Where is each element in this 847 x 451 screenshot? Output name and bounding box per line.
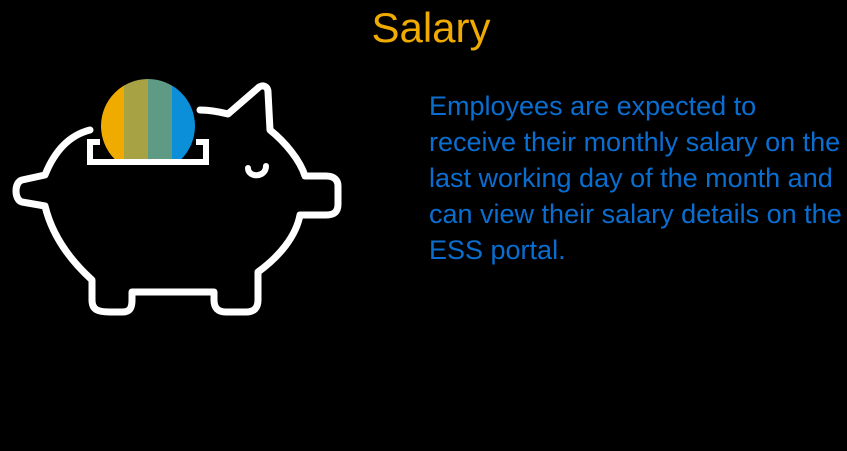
piggy-body-outline [12, 82, 342, 316]
eye-icon [245, 163, 269, 179]
salary-description: Employees are expected to receive their … [429, 91, 842, 265]
coin-slot [87, 139, 209, 165]
piggy-bank-icon [12, 79, 342, 316]
slide-title: Salary [371, 4, 491, 51]
coin-icon [101, 79, 195, 160]
